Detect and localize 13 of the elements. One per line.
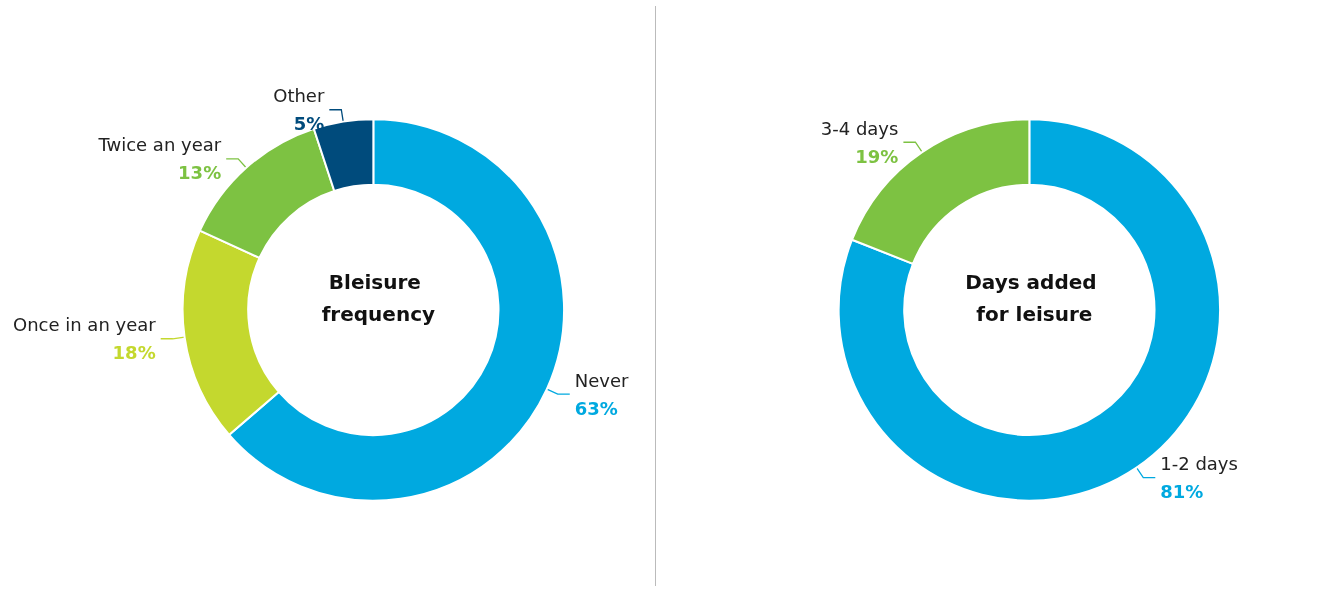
data-label: 81% [1160, 481, 1204, 503]
slice-label: 1-2 days [1160, 453, 1238, 475]
data-label: 63% [574, 397, 618, 419]
slice-label: 3-4 days [820, 117, 899, 139]
text: Days added for leisure [965, 270, 1104, 326]
data-label: 13% [178, 162, 222, 184]
data-label: 19% [855, 145, 899, 167]
text: Bleisure frequency [321, 270, 436, 326]
slice-label: Twice an year [97, 134, 222, 156]
slice-label: Other [273, 85, 325, 107]
data-label: 18% [112, 342, 156, 364]
slice-label: Never [574, 369, 630, 391]
slice-label: Once in an year [12, 314, 157, 336]
